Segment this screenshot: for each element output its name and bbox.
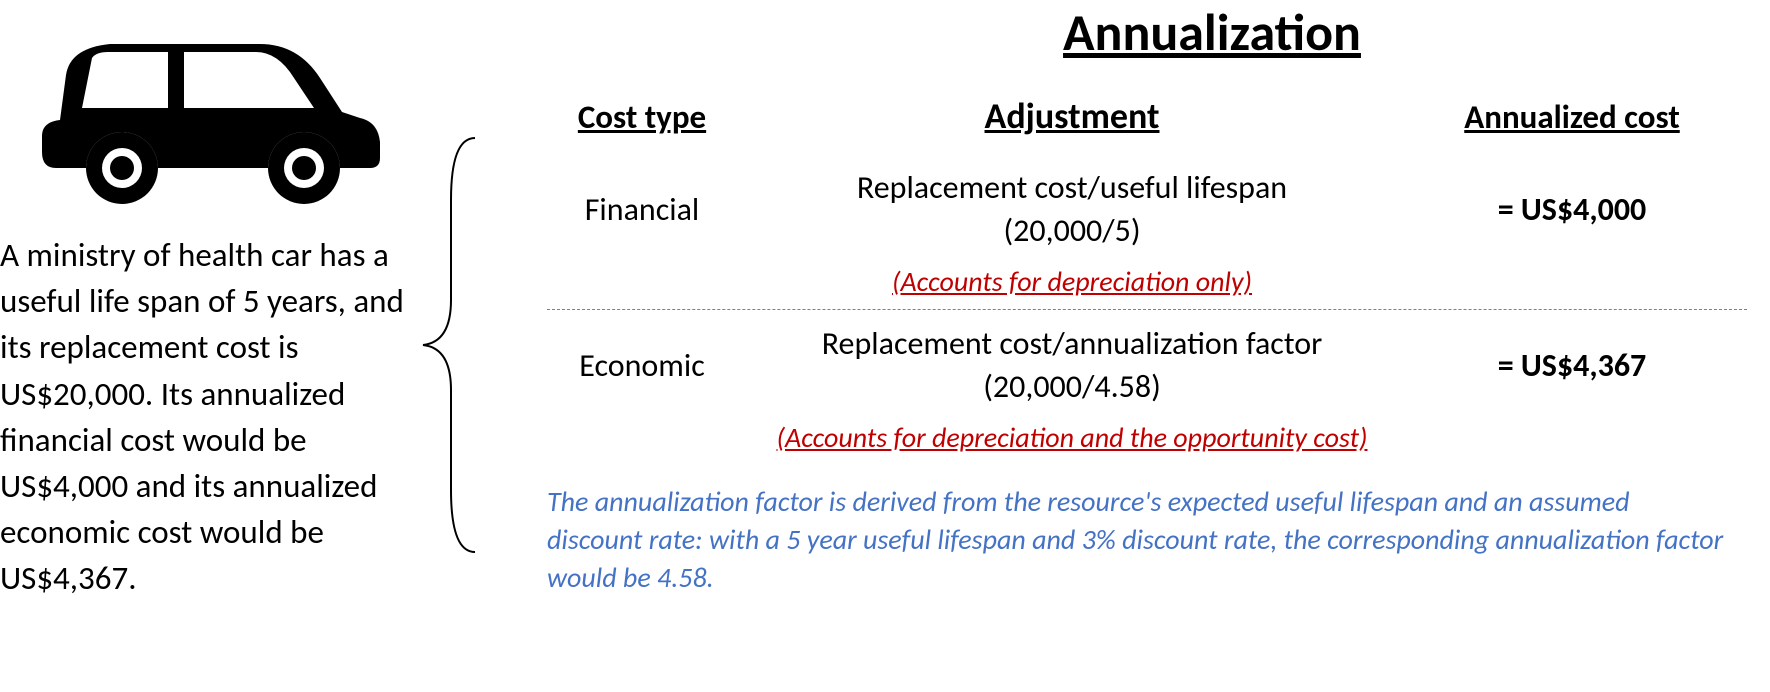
- annualization-panel: Annualization Cost type Adjustment Annua…: [487, 0, 1767, 596]
- table-row: Financial Replacement cost/useful lifesp…: [487, 168, 1767, 250]
- divider-line: [547, 309, 1747, 310]
- page-title: Annualization: [657, 0, 1767, 64]
- adjustment-numbers: (20,000/4.58): [747, 367, 1397, 406]
- adjustment-numbers: (20,000/5): [747, 211, 1397, 250]
- cost-type-value: Financial: [487, 190, 747, 229]
- adjustment-value: Replacement cost/annualization factor (2…: [747, 324, 1397, 406]
- row-note: (Accounts for depreciation only): [747, 264, 1397, 299]
- header-annualized-cost: Annualized cost: [1397, 97, 1747, 137]
- adjustment-formula: Replacement cost/useful lifespan: [747, 168, 1397, 207]
- cost-type-value: Economic: [487, 346, 747, 385]
- adjustment-formula: Replacement cost/annualization factor: [747, 324, 1397, 363]
- car-icon: [20, 0, 390, 215]
- header-adjustment: Adjustment: [747, 94, 1397, 138]
- header-cost-type: Cost type: [487, 97, 747, 137]
- row-note: (Accounts for depreciation and the oppor…: [747, 420, 1397, 455]
- adjustment-value: Replacement cost/useful lifespan (20,000…: [747, 168, 1397, 250]
- description-text: A ministry of health car has a useful li…: [0, 232, 425, 602]
- curly-brace-icon: [415, 130, 485, 565]
- table-row: Economic Replacement cost/annualization …: [487, 324, 1767, 406]
- annualized-cost-value: = US$4,000: [1397, 190, 1747, 229]
- footnote-text: The annualization factor is derived from…: [547, 483, 1727, 596]
- annualized-cost-value: = US$4,367: [1397, 346, 1747, 385]
- table-headers: Cost type Adjustment Annualized cost: [487, 94, 1767, 138]
